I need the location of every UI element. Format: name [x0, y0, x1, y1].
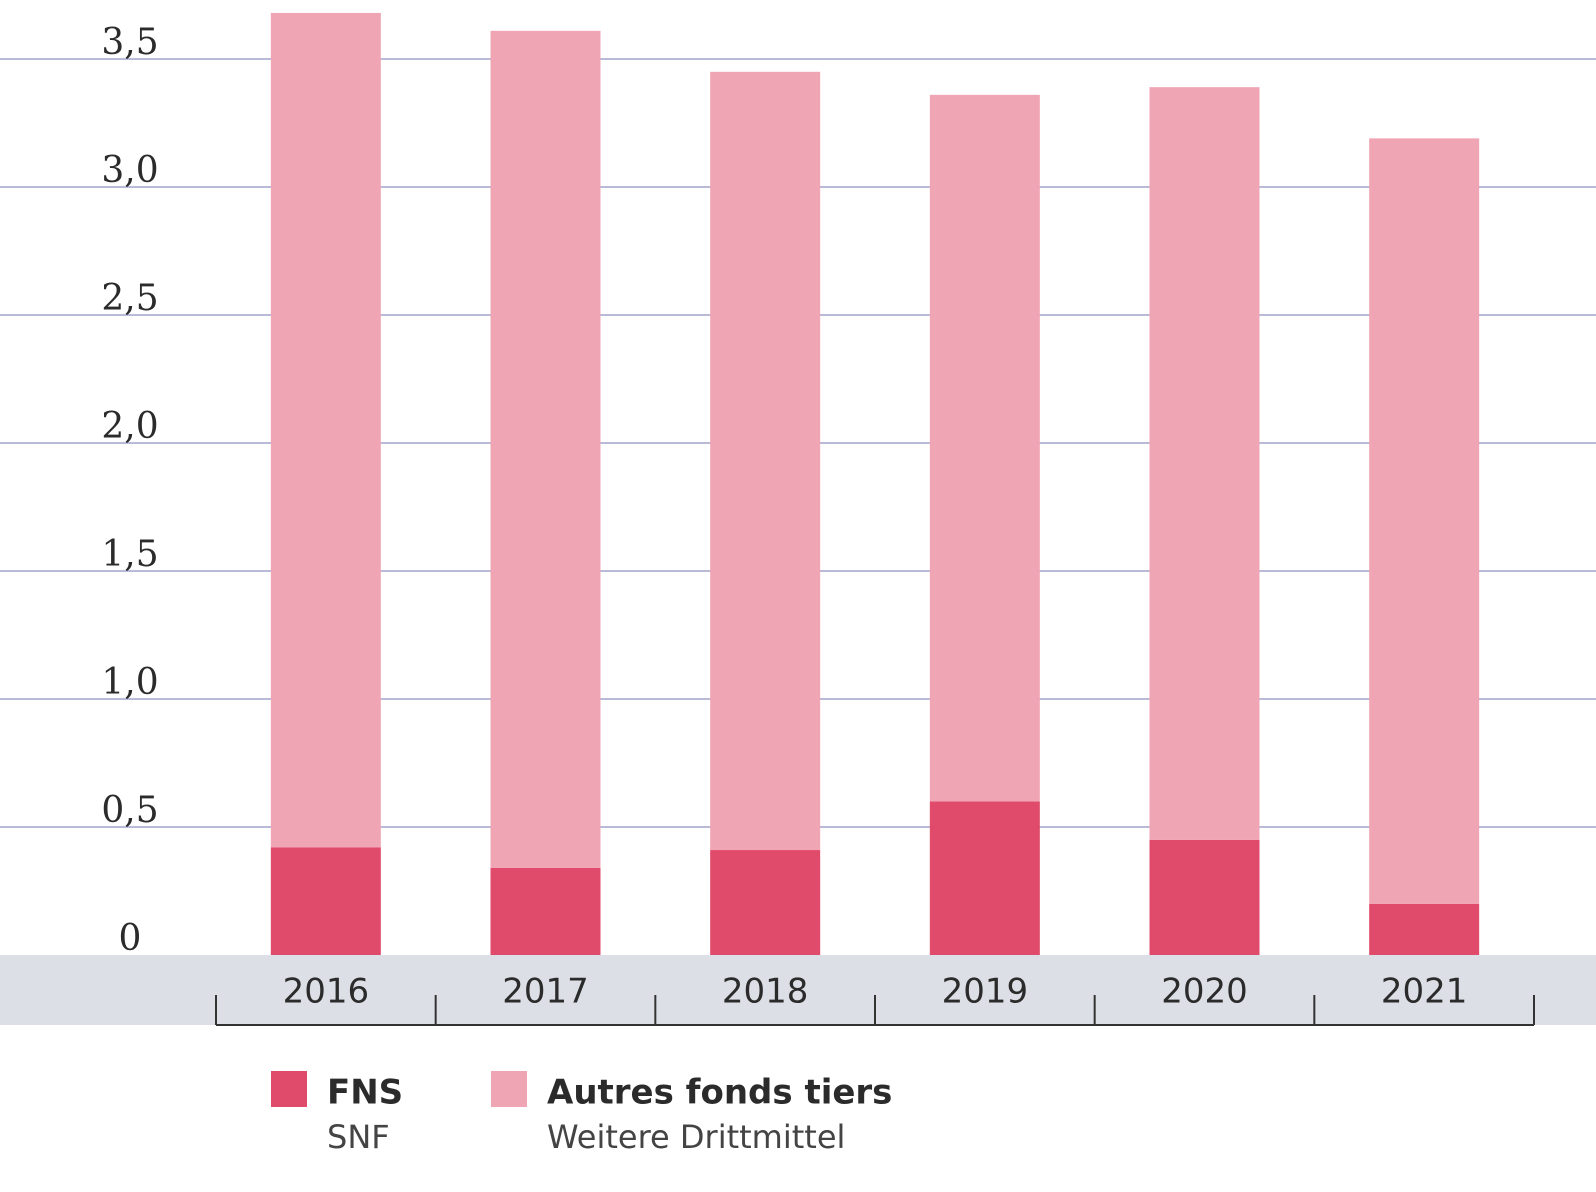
legend-label: FNS — [327, 1073, 403, 1113]
bar-segment — [490, 30, 601, 868]
bar-segment — [1149, 839, 1260, 955]
bar-segment — [710, 850, 821, 955]
y-tick-label: 0 — [119, 918, 142, 959]
bar-segment — [270, 847, 381, 955]
y-tick-label: 2,5 — [101, 278, 158, 319]
y-tick-label: 1,5 — [101, 534, 158, 575]
legend-label: Autres fonds tiers — [547, 1073, 892, 1113]
bar-segment — [1369, 903, 1480, 955]
x-axis-band — [0, 955, 1596, 1025]
x-tick-label: 2018 — [722, 972, 809, 1012]
x-tick-label: 2016 — [283, 972, 370, 1012]
y-tick-label: 1,0 — [101, 662, 158, 703]
bar-segment — [270, 12, 381, 848]
x-tick-label: 2019 — [942, 972, 1029, 1012]
y-tick-label: 3,0 — [101, 150, 158, 191]
y-tick-label: 3,5 — [101, 22, 158, 63]
bar-segment — [1149, 87, 1260, 840]
legend-sublabel: Weitere Drittmittel — [547, 1118, 845, 1156]
x-tick-label: 2021 — [1381, 972, 1468, 1012]
legend-swatch — [271, 1071, 307, 1107]
y-tick-label: 2,0 — [101, 406, 158, 447]
bar-segment — [490, 867, 601, 955]
legend-swatch — [491, 1071, 527, 1107]
x-tick-label: 2017 — [502, 972, 589, 1012]
bar-segment — [929, 801, 1040, 955]
bar-segment — [1369, 138, 1480, 904]
bar-segment — [710, 71, 821, 851]
legend-sublabel: SNF — [327, 1118, 390, 1156]
bar-segment — [929, 94, 1040, 802]
y-tick-label: 0,5 — [101, 790, 158, 831]
x-tick-label: 2020 — [1161, 972, 1248, 1012]
